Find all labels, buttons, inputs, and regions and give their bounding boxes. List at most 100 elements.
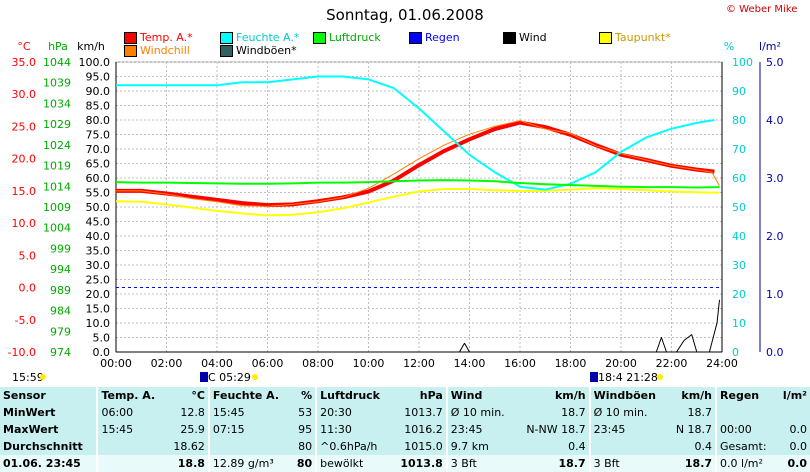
sun-icon (40, 374, 46, 380)
stats-cell: Gesamt: (715, 438, 777, 455)
pressure-tick-label: 1009 (43, 201, 71, 214)
x-tick-label: 22:00 (656, 357, 688, 370)
sunrise-icon (252, 374, 258, 380)
wind-tick-label: 80.0 (86, 114, 111, 127)
legend-entry: Taupunkt* (599, 31, 671, 44)
temp-tick-label: 30.0 (12, 88, 37, 101)
stats-cell: 1013.8 (391, 455, 447, 472)
wind-tick-label: 60.0 (86, 172, 111, 185)
chart-series (115, 75, 722, 353)
stats-header-cell: l/m² (782, 389, 807, 402)
stats-cell: 9.7 km (445, 438, 516, 455)
stats-table: Sensor Temp. A. °C Feuchte A.% Luftdruck hPa W… (0, 387, 810, 472)
pressure-tick-label: 974 (50, 346, 71, 359)
stats-cell: 3 Bft (588, 455, 668, 472)
series-line (116, 120, 720, 207)
pressure-tick-label: 1019 (43, 160, 71, 173)
x-tick-label: 02:00 (151, 357, 183, 370)
pressure-tick-label: 1024 (43, 139, 71, 152)
humidity-tick-label: 20 (732, 288, 746, 301)
x-tick-label: 20:00 (605, 357, 637, 370)
stats-cell: 0.0 l/m² (715, 455, 777, 472)
x-tick-label: 08:00 (302, 357, 334, 370)
stats-cell: 80 (298, 440, 313, 453)
credit-text: © Weber Mike (726, 4, 798, 15)
stats-cell: 0.4 (568, 440, 586, 453)
rain-tick-label: 4.0 (766, 114, 784, 127)
stats-header-cell: hPa (419, 389, 443, 402)
info-mid-time: C 05:29 (208, 371, 251, 384)
wind-tick-label: 90.0 (86, 85, 111, 98)
sunset-icon (657, 374, 663, 380)
wind-tick-label: 50.0 (86, 201, 111, 214)
wind-tick-label: 55.0 (86, 187, 111, 200)
stats-row: MinWert 06:00 12.8 15:45 53 20:30 1013.7 Ø 10 m… (0, 404, 810, 421)
stats-row-label: 01.06. 23:45 (0, 455, 98, 472)
stats-cell: 20:30 (315, 404, 392, 421)
stats-cell: Ø 10 min. (588, 404, 668, 421)
stats-row-label: MaxWert (3, 423, 59, 436)
stats-cell: 18.8 (165, 455, 209, 472)
wind-tick-label: 40.0 (86, 230, 111, 243)
temp-tick-label: 5.0 (19, 249, 37, 262)
humidity-tick-label: 100 (732, 56, 753, 69)
stats-cell: 1013.7 (404, 406, 443, 419)
stats-header-cell: Windböen (588, 387, 668, 404)
legend-label: Temp. A.* (140, 31, 193, 44)
stats-header-cell: °C (191, 389, 205, 402)
pressure-tick-label: 1004 (43, 222, 71, 235)
pressure-tick-label: 984 (50, 305, 71, 318)
wind-tick-label: 10.0 (86, 317, 111, 330)
pressure-tick-label: 994 (50, 263, 71, 276)
legend-label: Feuchte A.* (236, 31, 300, 44)
wind-tick-label: 5.0 (93, 332, 111, 345)
humidity-tick-label: 50 (732, 201, 746, 214)
x-tick-label: 00:00 (100, 357, 132, 370)
rain-tick-label: 0.0 (766, 346, 784, 359)
temp-tick-label: 25.0 (12, 120, 37, 133)
pressure-tick-label: 1039 (43, 77, 71, 90)
temp-tick-label: -10.0 (8, 346, 36, 359)
series-line (115, 187, 720, 217)
temp-unit-label: °C (17, 40, 31, 53)
humidity-unit-label: % (724, 40, 734, 53)
stats-cell: 12.8 (180, 406, 205, 419)
pressure-unit-label: hPa (48, 40, 68, 53)
series-line (116, 299, 720, 353)
temp-tick-label: -5.0 (15, 314, 36, 327)
stats-cell: 0.0 (789, 440, 808, 453)
info-left-time: 15:59 (12, 371, 44, 384)
stats-cell: 25.9 (180, 423, 205, 436)
stats-cell: 1016.2 (404, 423, 443, 436)
stats-cell: 53 (298, 406, 313, 419)
wind-tick-label: 65.0 (86, 158, 111, 171)
x-tick-label: 14:00 (454, 357, 486, 370)
legend-label: Wind (519, 31, 547, 44)
pressure-tick-label: 1029 (43, 118, 71, 131)
stats-header-cell: Temp. A. (96, 387, 166, 404)
pressure-tick-label: 1014 (43, 180, 71, 193)
legend-entry: Wind (503, 31, 547, 44)
stats-header-cell: Sensor (3, 389, 46, 402)
stats-cell: bewölkt (315, 455, 392, 472)
stats-row-label: MinWert (3, 406, 56, 419)
stats-header-cell: % (301, 389, 313, 402)
wind-unit-label: km/h (77, 40, 105, 53)
temp-tick-label: 35.0 (12, 56, 37, 69)
stats-row-label: Durchschnitt (3, 440, 83, 453)
x-tick-label: 16:00 (504, 357, 536, 370)
wind-tick-label: 35.0 (86, 245, 111, 258)
legend-swatch (409, 32, 422, 44)
wind-tick-label: 70.0 (86, 143, 111, 156)
humidity-tick-label: 40 (732, 230, 746, 243)
stats-cell: 15:45 (207, 404, 292, 421)
stats-cell (776, 404, 810, 421)
legend-label: Windchill (140, 44, 190, 57)
series-line (116, 120, 715, 208)
stats-row: MaxWert 15:45 25.9 07:15 95 11:30 1016.2 23:45 N… (0, 421, 810, 438)
legend-swatch (220, 45, 233, 57)
temp-tick-label: 0.0 (19, 282, 37, 295)
wind-tick-label: 75.0 (86, 129, 111, 142)
temp-tick-label: 15.0 (12, 185, 37, 198)
rain-unit-label: l/m² (759, 40, 781, 53)
